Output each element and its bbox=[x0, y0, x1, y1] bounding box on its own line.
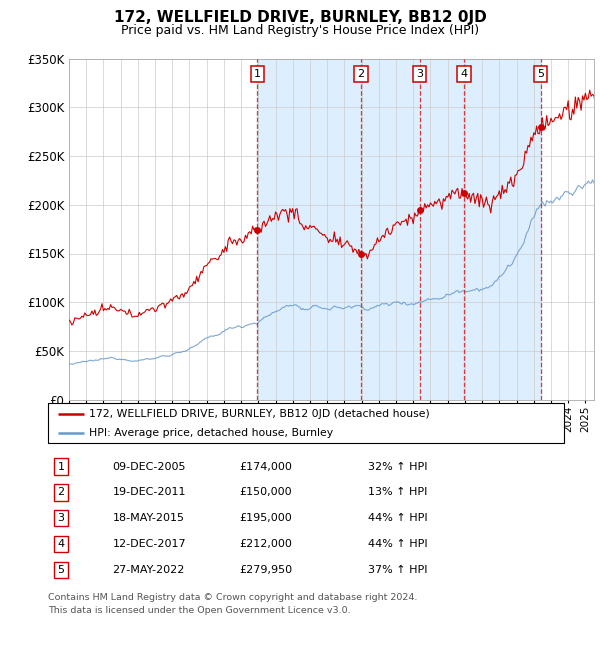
Text: HPI: Average price, detached house, Burnley: HPI: Average price, detached house, Burn… bbox=[89, 428, 334, 438]
Text: £150,000: £150,000 bbox=[239, 488, 292, 497]
Text: Contains HM Land Registry data © Crown copyright and database right 2024.: Contains HM Land Registry data © Crown c… bbox=[48, 593, 418, 602]
Text: 3: 3 bbox=[416, 69, 424, 79]
Text: 09-DEC-2005: 09-DEC-2005 bbox=[113, 462, 186, 472]
Text: 2: 2 bbox=[358, 69, 364, 79]
Text: 5: 5 bbox=[537, 69, 544, 79]
Text: 4: 4 bbox=[460, 69, 467, 79]
Text: This data is licensed under the Open Government Licence v3.0.: This data is licensed under the Open Gov… bbox=[48, 606, 350, 615]
Text: 37% ↑ HPI: 37% ↑ HPI bbox=[368, 565, 427, 575]
FancyBboxPatch shape bbox=[48, 403, 564, 443]
Text: 3: 3 bbox=[58, 514, 64, 523]
Text: 1: 1 bbox=[58, 462, 64, 472]
Text: 172, WELLFIELD DRIVE, BURNLEY, BB12 0JD (detached house): 172, WELLFIELD DRIVE, BURNLEY, BB12 0JD … bbox=[89, 410, 430, 419]
Text: 12-DEC-2017: 12-DEC-2017 bbox=[113, 539, 186, 549]
Text: 5: 5 bbox=[58, 565, 64, 575]
Bar bbox=[257, 58, 541, 400]
Text: Price paid vs. HM Land Registry's House Price Index (HPI): Price paid vs. HM Land Registry's House … bbox=[121, 24, 479, 37]
Text: 27-MAY-2022: 27-MAY-2022 bbox=[113, 565, 185, 575]
Text: £279,950: £279,950 bbox=[239, 565, 292, 575]
Text: £174,000: £174,000 bbox=[239, 462, 292, 472]
Text: £195,000: £195,000 bbox=[239, 514, 292, 523]
Text: 32% ↑ HPI: 32% ↑ HPI bbox=[368, 462, 427, 472]
Text: 4: 4 bbox=[58, 539, 64, 549]
Text: 44% ↑ HPI: 44% ↑ HPI bbox=[368, 514, 428, 523]
Text: 44% ↑ HPI: 44% ↑ HPI bbox=[368, 539, 428, 549]
Text: 172, WELLFIELD DRIVE, BURNLEY, BB12 0JD: 172, WELLFIELD DRIVE, BURNLEY, BB12 0JD bbox=[113, 10, 487, 25]
Text: 13% ↑ HPI: 13% ↑ HPI bbox=[368, 488, 427, 497]
Text: 2: 2 bbox=[58, 488, 64, 497]
Text: 1: 1 bbox=[254, 69, 261, 79]
Text: 18-MAY-2015: 18-MAY-2015 bbox=[113, 514, 185, 523]
Text: 19-DEC-2011: 19-DEC-2011 bbox=[113, 488, 186, 497]
Text: £212,000: £212,000 bbox=[239, 539, 292, 549]
